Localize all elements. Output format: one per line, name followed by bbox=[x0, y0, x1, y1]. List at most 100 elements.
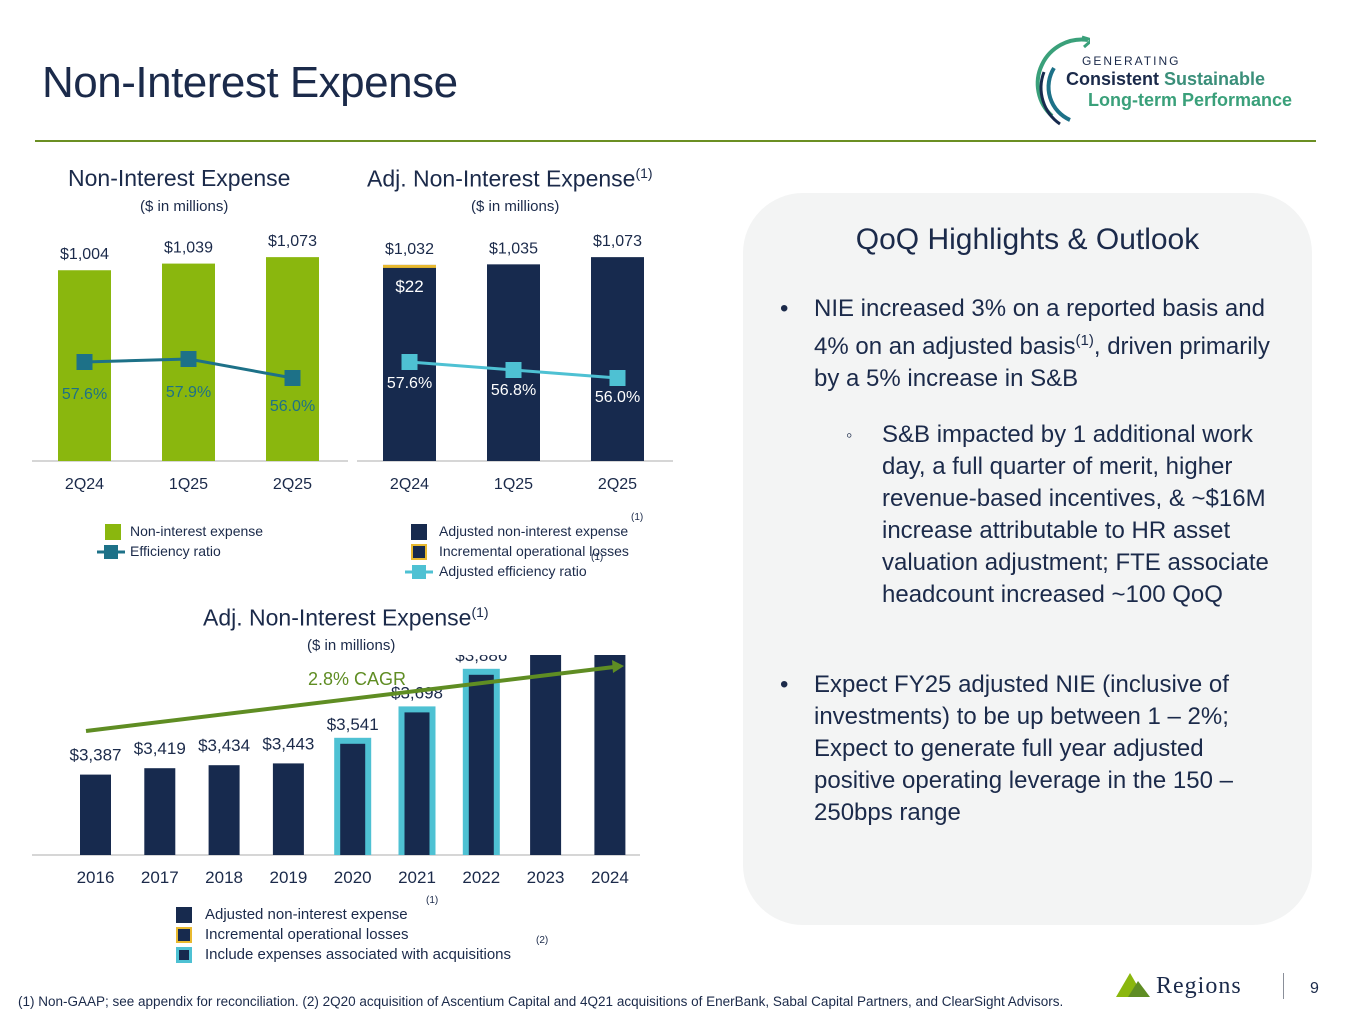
x-tick-label: 2021 bbox=[398, 868, 436, 887]
ratio-label: 57.6% bbox=[62, 386, 107, 403]
ops-loss-segment-2Q24 bbox=[383, 264, 436, 268]
bullet-1-sup: (1) bbox=[1075, 332, 1094, 349]
legend-label: Incremental operational losses bbox=[205, 926, 409, 943]
legend-label: Efficiency ratio bbox=[130, 543, 221, 559]
bar-value-label: $1,032 bbox=[385, 241, 434, 258]
ratio-label: 56.8% bbox=[491, 382, 536, 399]
logo-line3: Long-term Performance bbox=[1088, 90, 1293, 110]
bar-2022 bbox=[468, 674, 494, 855]
legend-label: Include expenses associated with acquisi… bbox=[205, 946, 512, 963]
legend-sup: (2) bbox=[536, 935, 549, 946]
logo-generating: GENERATING bbox=[1082, 54, 1181, 68]
legend-sup: (1) bbox=[631, 512, 644, 523]
legend-swatch-adj bbox=[411, 524, 427, 540]
ratio-marker bbox=[284, 370, 301, 386]
bar-2024 bbox=[594, 655, 626, 855]
ratio-marker bbox=[609, 370, 626, 386]
page-number: 9 bbox=[1310, 980, 1319, 997]
chart3-title-sup: (1) bbox=[471, 604, 489, 620]
legend-label: Non-interest expense bbox=[130, 523, 264, 539]
circular-arrow-icon bbox=[1035, 35, 1090, 126]
bullet-1-text-end: , driven primarily by a 5% increase in S… bbox=[814, 333, 1270, 392]
bullet-2-text: Expect FY25 adjusted NIE (inclusive of i… bbox=[814, 671, 1233, 826]
ratio-label: 57.6% bbox=[387, 375, 432, 392]
legend-swatch-ops bbox=[411, 544, 427, 560]
bar-2016 bbox=[80, 774, 111, 855]
bar-2Q25 bbox=[266, 257, 319, 461]
ratio-marker bbox=[76, 354, 93, 370]
chart3-title: Adj. Non-Interest Expense(1) bbox=[203, 604, 489, 632]
generating-performance-logo: GENERATING Consistent Sustainable Long-t… bbox=[1030, 28, 1330, 128]
chart1-subtitle: ($ in millions) bbox=[140, 198, 229, 215]
bar-value-label: $1,004 bbox=[60, 246, 109, 263]
bar-2023 bbox=[530, 655, 562, 855]
ratio-marker bbox=[401, 354, 418, 370]
highlights-title: QoQ Highlights & Outlook bbox=[855, 223, 1200, 256]
bullet-1-text: NIE increased 3% on a reported basis and… bbox=[814, 295, 1265, 360]
chart1-svg: $1,004 2Q24 $1,039 1Q25 $1,073 2Q25 57.6% 57.9%… bbox=[32, 233, 348, 493]
cagr-arrowhead bbox=[612, 660, 624, 673]
legend-label: Adjusted efficiency ratio bbox=[439, 563, 587, 579]
cagr-label: 2.8% CAGR bbox=[308, 669, 406, 689]
x-tick-label: 2016 bbox=[77, 868, 115, 887]
legend-line-marker bbox=[97, 545, 125, 559]
bullet-icon: • bbox=[780, 295, 789, 322]
bar-value-label: $1,073 bbox=[593, 233, 642, 250]
x-tick-label: 1Q25 bbox=[494, 476, 533, 493]
legend-sup: (1) bbox=[591, 552, 604, 563]
bar-value-label: $3,434 bbox=[198, 736, 250, 755]
logo-line2: Consistent Sustainable bbox=[1066, 69, 1265, 90]
bar-value-label: $3,419 bbox=[134, 739, 186, 758]
regions-logo: Regions bbox=[1112, 969, 1292, 1005]
x-tick-label: 2022 bbox=[462, 868, 500, 887]
bar-value-label: $1,035 bbox=[489, 240, 538, 257]
chart2-svg: $22 $1,032 2Q24 $1,035 1Q25 $1,073 2Q25 57.6% 56… bbox=[357, 233, 673, 493]
bar-value-label: $3,886 bbox=[455, 655, 507, 665]
highlights-panel: QoQ Highlights & Outlook • NIE increased… bbox=[743, 193, 1312, 925]
x-tick-label: 2Q24 bbox=[390, 476, 429, 493]
x-tick-label: 2020 bbox=[334, 868, 372, 887]
legend-sup: (1) bbox=[426, 895, 439, 906]
chart3-title-text: Adj. Non-Interest Expense bbox=[203, 604, 472, 631]
regions-triangle-icon bbox=[1116, 973, 1150, 997]
x-tick-label: 2019 bbox=[269, 868, 307, 887]
legend-swatch-adj bbox=[176, 907, 192, 923]
legend-swatch-nie bbox=[105, 524, 121, 540]
ratio-label: 56.0% bbox=[270, 398, 315, 415]
bar-2021 bbox=[404, 712, 430, 855]
legend-label: Incremental operational losses bbox=[439, 543, 629, 559]
bar-2020 bbox=[340, 743, 366, 855]
bar-2018 bbox=[208, 765, 240, 855]
x-tick-label: 2Q25 bbox=[598, 476, 637, 493]
legend-line-marker bbox=[405, 565, 433, 579]
bar-2Q25 bbox=[591, 257, 644, 461]
footer-divider bbox=[1283, 973, 1284, 999]
page-title: Non-Interest Expense bbox=[42, 58, 458, 107]
logo-consistent: Consistent bbox=[1066, 69, 1160, 89]
chart2-title-text: Adj. Non-Interest Expense bbox=[367, 165, 636, 192]
chart3-subtitle: ($ in millions) bbox=[307, 637, 396, 654]
x-tick-label: 2024 bbox=[591, 868, 629, 887]
x-tick-label: 2018 bbox=[205, 868, 243, 887]
bar-2017 bbox=[144, 768, 176, 855]
ratio-label: 56.0% bbox=[595, 389, 640, 406]
bar-value-label: $1,073 bbox=[268, 233, 317, 250]
x-tick-label: 2Q24 bbox=[65, 476, 104, 493]
bar-value-label: $3,541 bbox=[327, 715, 379, 734]
highlight-bullet-1: • NIE increased 3% on a reported basis a… bbox=[780, 293, 1284, 395]
sub-bullet-icon: ◦ bbox=[846, 425, 853, 445]
x-tick-label: 1Q25 bbox=[169, 476, 208, 493]
x-tick-label: 2Q25 bbox=[273, 476, 312, 493]
ratio-label: 57.9% bbox=[166, 384, 211, 401]
chart2-subtitle: ($ in millions) bbox=[471, 198, 560, 215]
chart2-title-sup: (1) bbox=[635, 165, 653, 181]
chart2-title: Adj. Non-Interest Expense(1) bbox=[367, 165, 653, 193]
bar-value-label: $1,039 bbox=[164, 240, 213, 257]
legend-swatch-acq bbox=[176, 947, 192, 963]
x-tick-label: 2017 bbox=[141, 868, 179, 887]
bar-2019 bbox=[272, 763, 304, 855]
bar-value-label: $3,387 bbox=[70, 746, 122, 765]
title-divider bbox=[35, 140, 1316, 142]
chart3-svg: $3,387 2016 $3,419 2017 $3,434 2018 $3,443 2019… bbox=[32, 655, 640, 887]
ratio-marker bbox=[505, 362, 522, 378]
